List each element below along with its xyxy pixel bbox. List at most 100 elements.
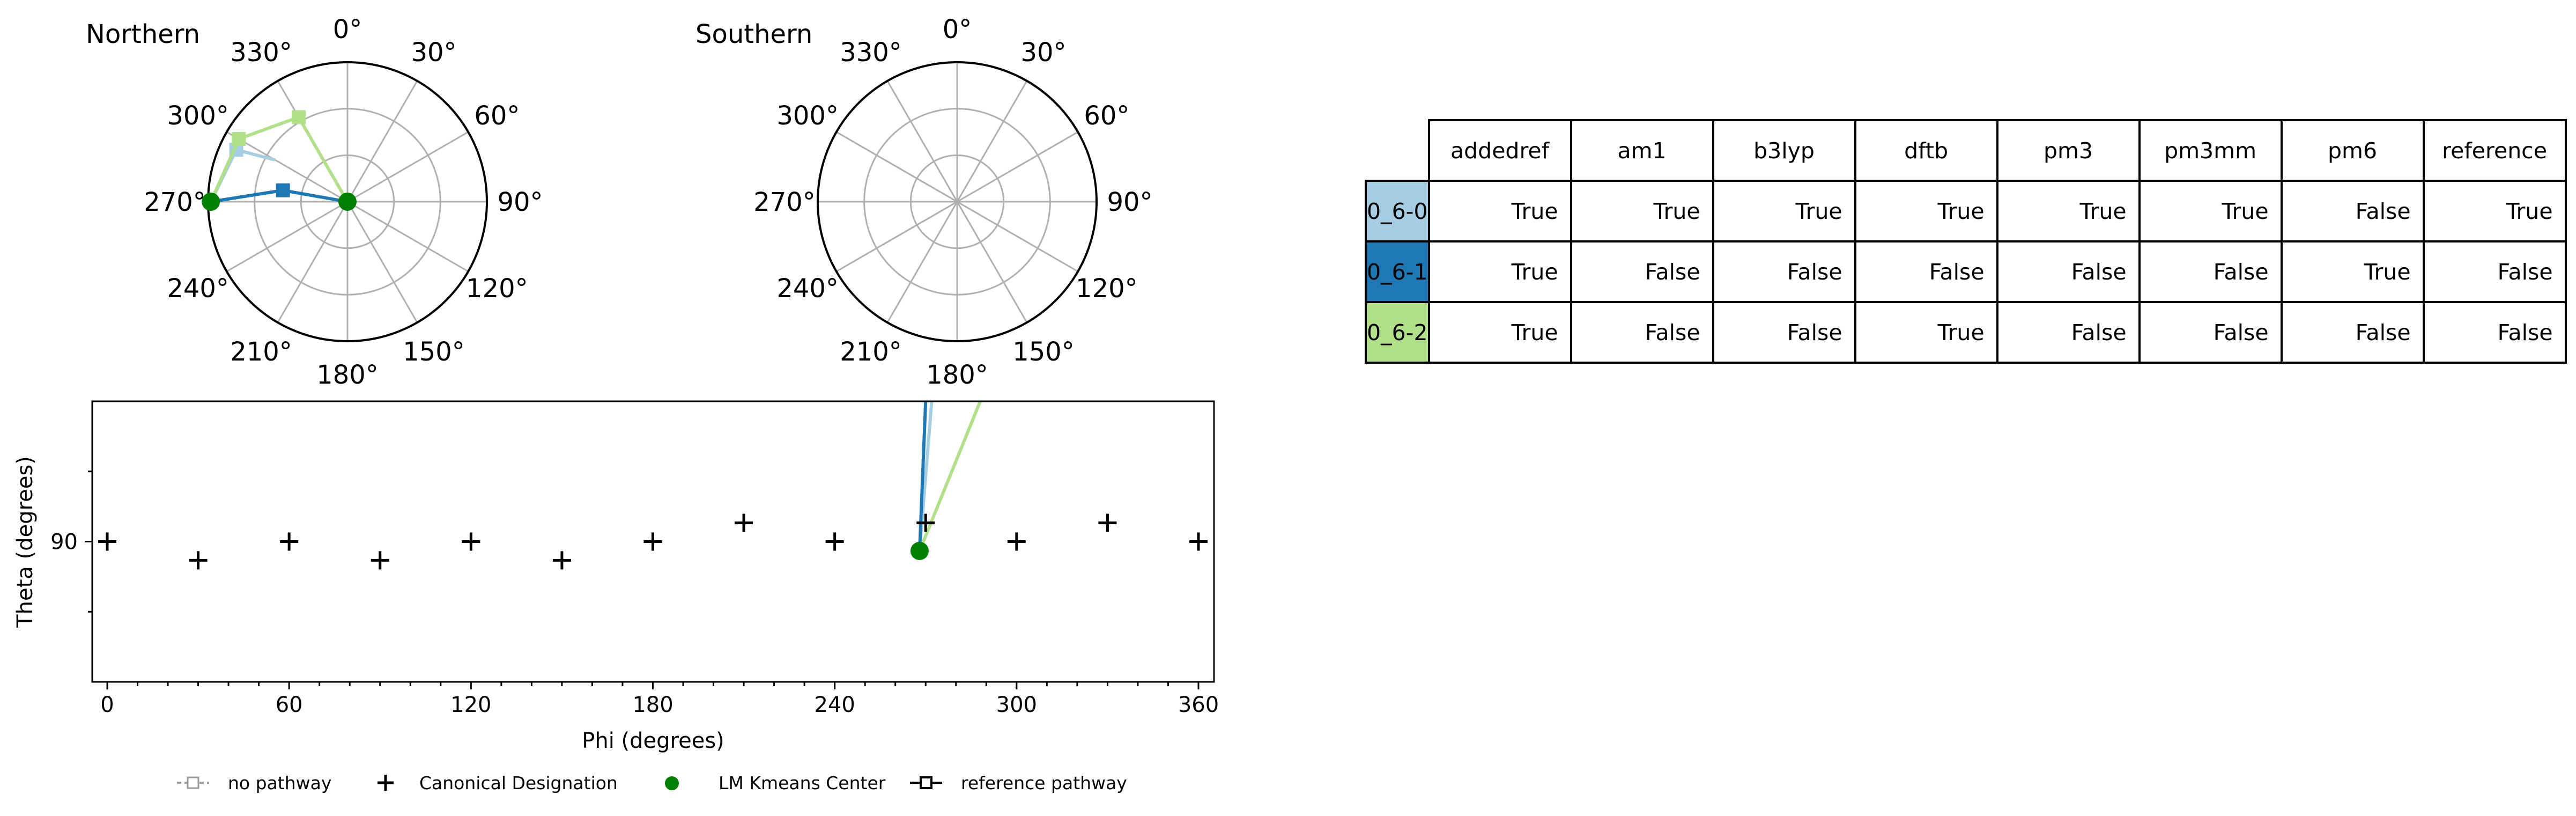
table-cell: True xyxy=(1854,301,1998,364)
north-kmeans-center xyxy=(202,193,220,211)
southern-title: Southern xyxy=(695,19,812,49)
table-header-row: addedref am1 b3lyp dftb pm3 pm3mm pm6 re… xyxy=(1366,119,2567,182)
x-tick-label: 240 xyxy=(814,693,855,717)
south-angle-label: 300° xyxy=(776,101,839,131)
canonical-markers xyxy=(98,513,1208,570)
kmeans-center-marker xyxy=(910,541,929,560)
north-angle-label: 120° xyxy=(466,274,528,304)
north-spoke xyxy=(347,201,469,273)
north-angle-label: 90° xyxy=(497,187,543,217)
table-cell: True xyxy=(1854,180,1998,242)
legend-label-kmeans: LM Kmeans Center xyxy=(719,773,886,793)
row-label-0_6-0: 0_6-0 xyxy=(1365,180,1430,242)
column-header: b3lyp xyxy=(1712,119,1856,182)
x-axis-label: Phi (degrees) xyxy=(582,729,724,753)
table-cell: False xyxy=(2138,240,2283,303)
table-cell: False xyxy=(2138,301,2283,364)
south-spoke xyxy=(836,131,958,203)
y-axis-label: Theta (degrees) xyxy=(13,456,38,628)
canonical-designation-marker xyxy=(462,532,480,551)
table-cell: False xyxy=(1712,240,1856,303)
column-header: dftb xyxy=(1854,119,1998,182)
canonical-designation-marker xyxy=(916,513,935,532)
north-spoke xyxy=(347,131,469,203)
canonical-designation-marker xyxy=(1098,513,1117,532)
north-point-0_6-1 xyxy=(276,183,290,197)
north-angle-label: 210° xyxy=(230,337,292,367)
method-status-table: addedref am1 b3lyp dftb pm3 pm3mm pm6 re… xyxy=(1365,119,2567,364)
column-header: pm6 xyxy=(2280,119,2425,182)
table-cell: True xyxy=(1427,301,1572,364)
north-spoke xyxy=(277,201,349,323)
column-header: pm3 xyxy=(1996,119,2141,182)
southern-polar-plot: 0° 30° 60° 90° 120° 150° 180° 210° 240° 270° 300° 3… xyxy=(753,14,1152,390)
row-label-0_6-2: 0_6-2 xyxy=(1365,301,1430,364)
legend-label-no-pathway: no pathway xyxy=(228,773,331,793)
south-angle-label: 150° xyxy=(1012,337,1075,367)
column-header: reference xyxy=(2422,119,2567,182)
phi-theta-plot: 0 60 120 180 240 300 360 90 Phi (degrees) Theta… xyxy=(13,400,1219,753)
north-spoke xyxy=(346,201,418,323)
canonical-designation-marker xyxy=(280,532,299,551)
canonical-designation-marker xyxy=(371,551,389,570)
legend: no pathway Canonical Designation LM Kmea… xyxy=(177,773,1127,793)
north-point-0_6-2 xyxy=(292,110,306,124)
canonical-designation-marker xyxy=(1007,532,1026,551)
table-row: 0_6-0 True True True True True True Fals… xyxy=(1365,180,2567,242)
north-angle-label: 240° xyxy=(167,274,229,304)
table-cell: False xyxy=(1996,240,2141,303)
canonical-designation-marker xyxy=(189,551,208,570)
table-cell: True xyxy=(1427,240,1572,303)
south-angle-label: 60° xyxy=(1084,101,1129,131)
north-angle-label: 180° xyxy=(316,360,379,390)
x-tick-label: 360 xyxy=(1178,693,1219,717)
table-cell: True xyxy=(2138,180,2283,242)
south-angle-label: 270° xyxy=(753,187,816,217)
south-angle-label: 240° xyxy=(776,274,839,304)
table-cell: False xyxy=(1854,240,1998,303)
legend-reference-marker xyxy=(910,776,942,789)
south-angle-label: 180° xyxy=(926,360,988,390)
table-cell: False xyxy=(1570,240,1714,303)
south-spoke xyxy=(957,131,1078,203)
table-row: 0_6-1 True False False False False False… xyxy=(1365,240,2567,303)
axis-ticks: 0 60 120 180 240 300 360 90 xyxy=(50,471,1219,717)
x-tick-label: 0 xyxy=(100,693,114,717)
canonical-designation-marker xyxy=(552,551,571,570)
canonical-designation-marker xyxy=(825,532,844,551)
north-angle-label: 0° xyxy=(333,14,362,45)
table-cell: False xyxy=(1712,301,1856,364)
table-cell: True xyxy=(1996,180,2141,242)
table-cell: True xyxy=(1570,180,1714,242)
bottom-path-0_6-2 xyxy=(918,400,982,552)
canonical-designation-marker xyxy=(735,513,753,532)
north-point-0_6-2 xyxy=(232,132,246,146)
table-cell: False xyxy=(2280,180,2425,242)
south-spoke xyxy=(957,201,1078,273)
north-kmeans-center xyxy=(338,193,357,211)
north-spoke xyxy=(346,80,418,202)
south-angle-label: 90° xyxy=(1107,187,1152,217)
column-header: pm3mm xyxy=(2138,119,2283,182)
north-spoke xyxy=(226,201,348,273)
south-angle-label: 210° xyxy=(840,337,902,367)
south-angle-label: 120° xyxy=(1076,274,1138,304)
table-cell: True xyxy=(2422,180,2567,242)
north-path-0_6-2 xyxy=(209,115,349,203)
table-cell: False xyxy=(1996,301,2141,364)
pathway-lines xyxy=(917,400,982,552)
x-tick-label: 60 xyxy=(276,693,303,717)
legend-no-pathway-marker xyxy=(177,776,209,789)
table-row: 0_6-2 True False False True False False … xyxy=(1365,301,2567,364)
row-label-0_6-1: 0_6-1 xyxy=(1365,240,1430,303)
north-angle-label: 30° xyxy=(411,38,456,68)
south-spoke xyxy=(956,201,1028,323)
canonical-designation-marker xyxy=(643,532,662,551)
table-cell: False xyxy=(2280,301,2425,364)
northern-polar-plot: 0° 30° 60° 90° 120° 150° 180° 210° 240° 270° 300° 3… xyxy=(144,14,543,390)
north-angle-label: 60° xyxy=(474,101,520,131)
canonical-designation-marker xyxy=(1189,532,1208,551)
south-angle-label: 330° xyxy=(840,38,902,68)
south-spoke xyxy=(886,80,958,202)
